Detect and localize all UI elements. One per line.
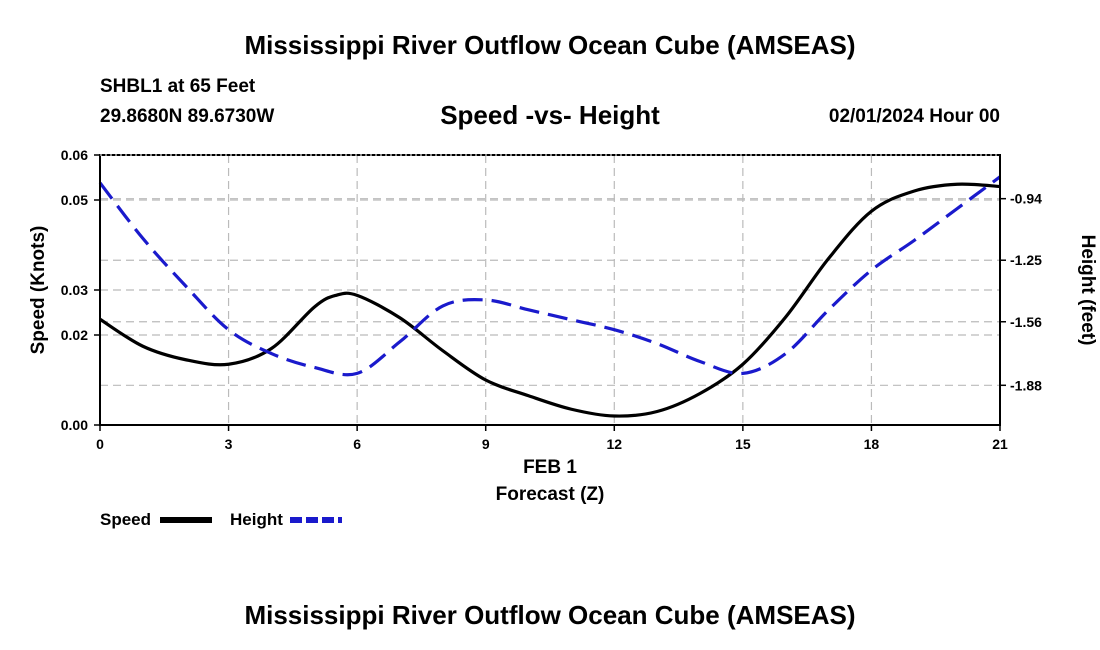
y2-tick-label: -0.94: [1010, 191, 1042, 207]
legend: Speed Height: [100, 510, 342, 529]
x-tick-label: 12: [606, 436, 622, 452]
y-tick-label: 0.02: [61, 327, 88, 343]
series-line-speed: [99, 182, 1001, 418]
y2-tick-label: -1.56: [1010, 314, 1042, 330]
y-tick-label: 0.05: [61, 192, 88, 208]
x-axis-title: Forecast (Z): [496, 484, 605, 505]
y-tick-label: 0.03: [61, 282, 88, 298]
station-name: SHBL1 at 65 Feet: [100, 76, 256, 97]
y-tick-label: 0.00: [61, 417, 88, 433]
station-coordinates: 29.8680N 89.6730W: [100, 106, 275, 127]
x-tick-label: 15: [735, 436, 751, 452]
grid: [99, 154, 1001, 426]
x-tick-label: 9: [482, 436, 490, 452]
series-line-height: [98, 175, 1001, 377]
series-lines: [98, 175, 1001, 418]
y-axis-title: Speed (Knots): [28, 226, 49, 355]
y2-axis-title: Height (feet): [1077, 235, 1098, 346]
x-tick-label: 18: [864, 436, 880, 452]
x-tick-label: 6: [353, 436, 361, 452]
y2-tick-label: -1.25: [1010, 252, 1042, 268]
x-tick-label: 0: [96, 436, 104, 452]
chart-subtitle: Speed -vs- Height: [440, 100, 660, 130]
y2-tick-label: -1.88: [1010, 377, 1042, 393]
forecast-datetime: 02/01/2024 Hour 00: [828, 106, 1000, 127]
main-title: Mississippi River Outflow Ocean Cube (AM…: [244, 30, 856, 60]
legend-label-height: Height: [230, 510, 283, 529]
x-axis-date: FEB 1: [523, 457, 577, 478]
x-tick-label: 3: [225, 436, 233, 452]
footer-title: Mississippi River Outflow Ocean Cube (AM…: [244, 600, 856, 630]
y-tick-label: 0.06: [61, 147, 88, 163]
legend-label-speed: Speed: [100, 510, 151, 529]
x-tick-label: 21: [992, 436, 1008, 452]
tick-labels: 0 3 6 9 12 15 18 21 0.00 0.02 0.03 0.05 0.06 -0.94 -1.…: [61, 147, 1042, 452]
